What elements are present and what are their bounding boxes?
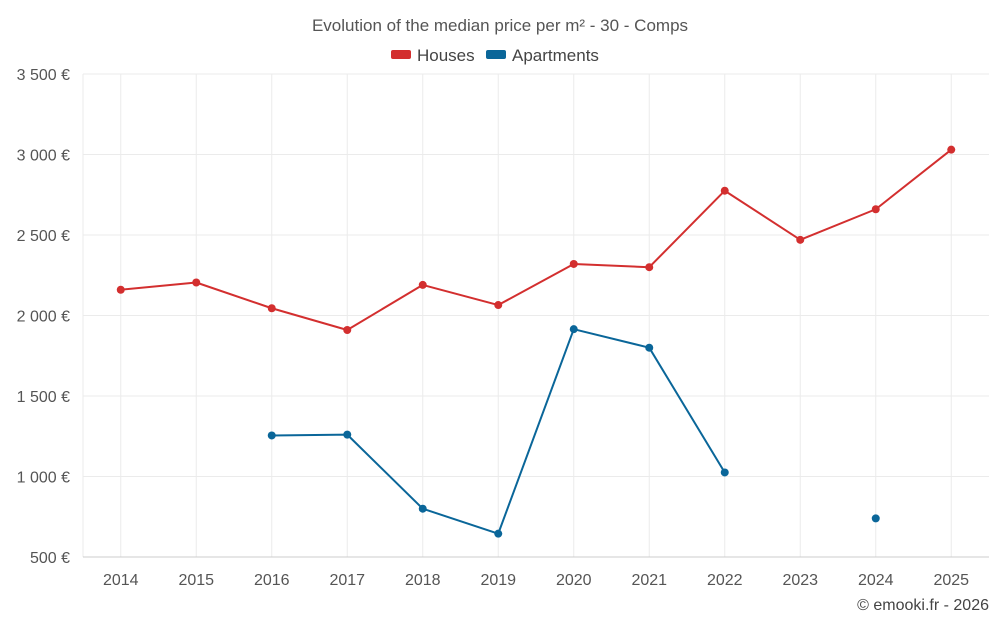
y-tick-label: 2 500 €: [17, 228, 70, 245]
legend: Houses Apartments: [391, 46, 599, 65]
data-point-houses-2021[interactable]: [645, 263, 654, 272]
x-tick-label: 2019: [480, 572, 516, 589]
x-tick-label: 2021: [631, 572, 667, 589]
series-apartments: [267, 325, 880, 538]
x-tick-label: 2024: [858, 572, 894, 589]
legend-item-houses[interactable]: Houses: [391, 46, 475, 65]
data-point-apartments-2018[interactable]: [418, 504, 427, 513]
y-axis: 500 € 1 000 € 1 500 € 2 000 € 2 500 € 3 000 €…: [17, 67, 70, 567]
data-point-apartments-2021[interactable]: [645, 343, 654, 352]
data-point-houses-2024[interactable]: [871, 205, 880, 214]
y-tick-label: 500 €: [30, 550, 70, 567]
data-point-apartments-2022[interactable]: [720, 468, 729, 477]
legend-label-apartments: Apartments: [512, 46, 599, 65]
x-tick-label: 2018: [405, 572, 441, 589]
data-point-apartments-2019[interactable]: [494, 529, 503, 538]
data-point-houses-2019[interactable]: [494, 301, 503, 310]
plot-area: [116, 145, 956, 538]
legend-item-apartments[interactable]: Apartments: [486, 46, 599, 65]
x-tick-label: 2014: [103, 572, 139, 589]
y-tick-label: 3 000 €: [17, 148, 70, 165]
x-axis: 2014 2015 2016 2017 2018 2019 2020 2021 2022 2023…: [83, 556, 989, 589]
data-point-houses-2023[interactable]: [796, 235, 805, 244]
data-point-houses-2015[interactable]: [192, 278, 201, 287]
data-point-apartments-2020[interactable]: [569, 325, 578, 334]
data-point-houses-2014[interactable]: [116, 285, 125, 294]
credit-text: © emooki.fr - 2026: [857, 597, 989, 614]
legend-swatch-houses: [391, 50, 411, 59]
x-tick-label: 2023: [782, 572, 818, 589]
data-point-houses-2022[interactable]: [720, 186, 729, 195]
data-point-apartments-2024[interactable]: [871, 514, 880, 523]
grid: [82, 73, 989, 557]
legend-swatch-apartments: [486, 50, 506, 59]
y-tick-label: 1 000 €: [17, 470, 70, 487]
x-tick-label: 2015: [178, 572, 214, 589]
data-point-houses-2017[interactable]: [343, 325, 352, 334]
series-houses: [116, 145, 956, 334]
data-point-houses-2018[interactable]: [418, 280, 427, 289]
y-tick-label: 3 500 €: [17, 67, 70, 84]
x-tick-label: 2017: [329, 572, 365, 589]
data-point-houses-2020[interactable]: [569, 259, 578, 268]
y-tick-label: 1 500 €: [17, 389, 70, 406]
x-tick-label: 2016: [254, 572, 290, 589]
y-tick-label: 2 000 €: [17, 309, 70, 326]
data-point-apartments-2016[interactable]: [267, 431, 276, 440]
x-tick-label: 2025: [933, 572, 969, 589]
chart-title: Evolution of the median price per m² - 3…: [312, 16, 688, 35]
data-point-houses-2016[interactable]: [267, 304, 276, 313]
data-point-houses-2025[interactable]: [947, 145, 956, 154]
data-point-apartments-2017[interactable]: [343, 430, 352, 439]
x-tick-label: 2020: [556, 572, 592, 589]
legend-label-houses: Houses: [417, 46, 475, 65]
x-tick-label: 2022: [707, 572, 743, 589]
series-line-houses: [120, 148, 952, 331]
